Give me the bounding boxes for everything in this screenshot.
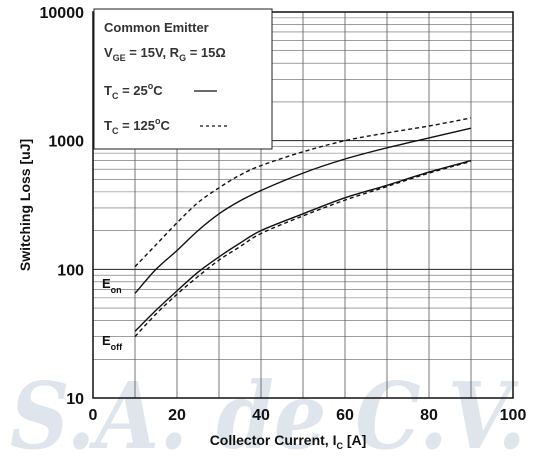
y-tick-label: 10000 bbox=[40, 5, 85, 22]
annotation-line2: VGE = 15V, RG = 15Ω bbox=[104, 45, 226, 63]
y-tick-label: 100 bbox=[57, 262, 84, 279]
annotation-line1: Common Emitter bbox=[104, 20, 209, 35]
label-eon: Eon bbox=[102, 276, 122, 295]
x-axis-label: Collector Current, IC [A] bbox=[210, 432, 367, 451]
series-line-2 bbox=[134, 117, 472, 268]
x-tick-label: 40 bbox=[252, 407, 270, 424]
plot-frame bbox=[92, 11, 514, 399]
plot-curves bbox=[134, 117, 472, 338]
x-tick-label: 80 bbox=[420, 407, 438, 424]
y-tick-label: 1000 bbox=[48, 134, 84, 151]
legend-tc-125: TC = 125oC bbox=[104, 116, 170, 136]
watermark: S.A. de C.V. bbox=[10, 362, 526, 457]
label-eoff: Eoff bbox=[102, 333, 123, 352]
x-tick-label: 60 bbox=[336, 407, 354, 424]
series-line-3 bbox=[134, 159, 472, 332]
series-line-4 bbox=[134, 160, 472, 338]
y-axis-label: Switching Loss [uJ] bbox=[17, 139, 33, 271]
series-line-1 bbox=[134, 127, 472, 294]
legend-tc-25: TC = 25oC bbox=[104, 81, 163, 101]
x-tick-label: 100 bbox=[500, 407, 527, 424]
x-tick-label: 20 bbox=[168, 407, 186, 424]
y-tick-label: 10 bbox=[66, 391, 84, 408]
axis-ticks: 0 20 40 60 80 100 10 100 1000 10000 bbox=[40, 5, 527, 424]
x-tick-label: 0 bbox=[89, 407, 98, 424]
annotation-box bbox=[93, 8, 273, 150]
